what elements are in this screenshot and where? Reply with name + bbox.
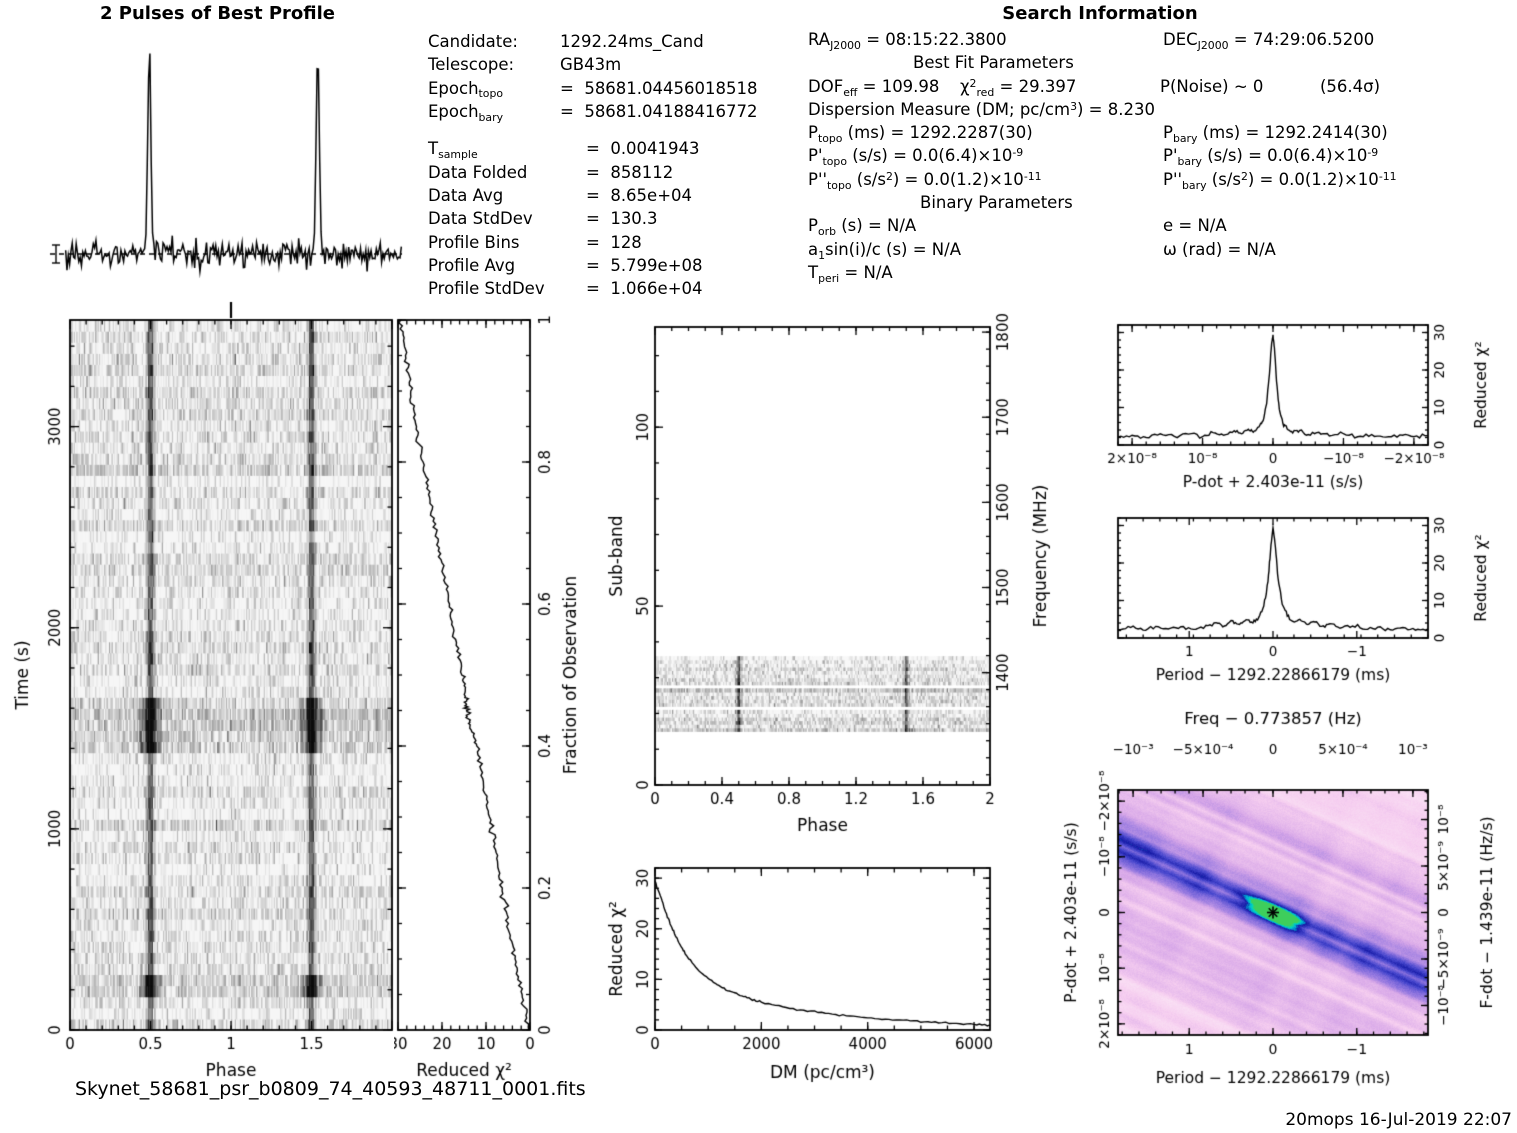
epoch-bary-row: Epochbary = 58681.04188416772 — [428, 101, 788, 124]
profile-stddev-label: Profile StdDev — [428, 279, 545, 299]
dof-value: DOFeff = 109.98 — [808, 77, 940, 99]
asini-line: a1sin(i)/c (s) = N/A ω (rad) = N/A — [808, 240, 1514, 264]
profile-stddev-value: = 1.066e+04 — [586, 279, 703, 299]
tsample-row: Tsample = 0.0041943 — [428, 138, 788, 161]
chi2-red-value: χ2red = 29.397 — [960, 77, 1077, 99]
profile-title: 2 Pulses of Best Profile — [99, 3, 335, 24]
pdot-topo-bary-line: P'topo (s/s) = 0.0(6.4)×10-9 P'bary (s/s… — [808, 146, 1514, 170]
tperi-line: Tperi = N/A — [808, 263, 1514, 287]
chi2-pdot-plot-canvas — [1088, 313, 1517, 495]
profile-plot-canvas — [40, 26, 410, 316]
ra-dec-line: RAJ2000 = 08:15:22.3800 DECJ2000 = 74:29… — [808, 30, 1514, 54]
data-folded-label: Data Folded — [428, 162, 528, 182]
dof-chi2-line: DOFeff = 109.98 χ2red = 29.397 P(Noise) … — [808, 77, 1514, 101]
epoch-topo-label: Epochtopo — [428, 78, 504, 101]
period-pdot-map-canvas — [1055, 698, 1517, 1128]
data-folded-row: Data Folded = 858112 — [428, 161, 788, 184]
telescope-value: GB43m — [560, 55, 622, 75]
profile-avg-label: Profile Avg — [428, 255, 516, 275]
candidate-value: 1292.24ms_Cand — [560, 32, 704, 52]
filename-label: Skynet_58681_psr_b0809_74_40593_48711_00… — [75, 1078, 586, 1100]
telescope-row: Telescope: GB43m — [428, 54, 788, 77]
dec-value: DECJ2000 = 74:29:06.5200 — [1163, 30, 1375, 52]
pdot-bary-value: P'bary (s/s) = 0.0(6.4)×10-9 — [1163, 146, 1379, 168]
asini-value: a1sin(i)/c (s) = N/A — [808, 240, 961, 262]
eccentricity-value: e = N/A — [1163, 216, 1227, 235]
profile-bins-label: Profile Bins — [428, 232, 520, 252]
data-stddev-label: Data StdDev — [428, 209, 533, 229]
pddot-topo-value: P''topo (s/s2) = 0.0(1.2)×10-11 — [808, 170, 1042, 192]
epoch-bary-label: Epochbary — [428, 102, 504, 124]
tperi-value: Tperi = N/A — [808, 263, 893, 285]
best-fit-params-header: Best Fit Parameters — [913, 53, 1074, 72]
epoch-topo-value: = 58681.04456018518 — [560, 78, 758, 98]
profile-stddev-row: Profile StdDev = 1.066e+04 — [428, 278, 788, 301]
pddot-bary-value: P''bary (s/s2) = 0.0(1.2)×10-11 — [1163, 170, 1397, 192]
tsample-label: Tsample — [428, 139, 478, 162]
subband-phase-plot-canvas — [600, 310, 1058, 850]
time-phase-plot-canvas — [8, 298, 398, 1098]
data-folded-value: = 858112 — [586, 162, 674, 182]
telescope-label: Telescope: — [428, 55, 515, 75]
data-avg-label: Data Avg — [428, 185, 504, 205]
dm-line: Dispersion Measure (DM; pc/cm3) = 8.230 — [808, 100, 1514, 124]
pnoise-value: P(Noise) ~ 0 — [1160, 77, 1264, 96]
profile-avg-row: Profile Avg = 5.799e+08 — [428, 255, 788, 278]
pddot-topo-bary-line: P''topo (s/s2) = 0.0(1.2)×10-11 P''bary … — [808, 170, 1514, 194]
profile-avg-value: = 5.799e+08 — [586, 255, 703, 275]
data-stddev-row: Data StdDev = 130.3 — [428, 208, 788, 231]
best-fit-header-line: Best Fit Parameters — [808, 53, 1514, 77]
candidate-row: Candidate: 1292.24ms_Cand — [428, 31, 788, 54]
porb-line: Porb (s) = N/A e = N/A — [808, 216, 1514, 240]
porb-value: Porb (s) = N/A — [808, 216, 917, 238]
sigma-value: (56.4σ) — [1320, 77, 1381, 96]
candidate-info-block: Candidate: 1292.24ms_Cand Telescope: GB4… — [428, 31, 788, 301]
candidate-info-gap — [428, 124, 788, 138]
ra-value: RAJ2000 = 08:15:22.3800 — [808, 30, 1007, 52]
dm-value: Dispersion Measure (DM; pc/cm3) = 8.230 — [808, 100, 1155, 119]
chi2-period-plot-canvas — [1088, 506, 1517, 688]
p-bary-value: Pbary (ms) = 1292.2414(30) — [1163, 123, 1388, 145]
data-avg-value: = 8.65e+04 — [586, 185, 693, 205]
epoch-topo-row: Epochtopo = 58681.04456018518 — [428, 78, 788, 101]
search-info-block: RAJ2000 = 08:15:22.3800 DECJ2000 = 74:29… — [808, 30, 1514, 291]
period-topo-bary-line: Ptopo (ms) = 1292.2287(30) Pbary (ms) = … — [808, 123, 1514, 147]
timestamp-label: 20mops 16-Jul-2019 22:07 — [1285, 1110, 1512, 1130]
chi2-dm-plot-canvas — [600, 850, 1058, 1102]
omega-value: ω (rad) = N/A — [1163, 240, 1276, 259]
data-avg-row: Data Avg = 8.65e+04 — [428, 185, 788, 208]
profile-bins-row: Profile Bins = 128 — [428, 231, 788, 254]
binary-header-line: Binary Parameters — [808, 193, 1514, 217]
p-topo-value: Ptopo (ms) = 1292.2287(30) — [808, 123, 1033, 145]
epoch-bary-value: = 58681.04188416772 — [560, 102, 758, 122]
tsample-value: = 0.0041943 — [586, 139, 700, 159]
candidate-label: Candidate: — [428, 32, 518, 52]
pdot-topo-value: P'topo (s/s) = 0.0(6.4)×10-9 — [808, 146, 1024, 168]
data-stddev-value: = 130.3 — [586, 209, 658, 229]
chi2-fraction-plot-canvas — [394, 298, 594, 1098]
binary-params-header: Binary Parameters — [920, 193, 1073, 212]
search-info-title: Search Information — [1002, 3, 1198, 24]
profile-bins-value: = 128 — [586, 232, 642, 252]
